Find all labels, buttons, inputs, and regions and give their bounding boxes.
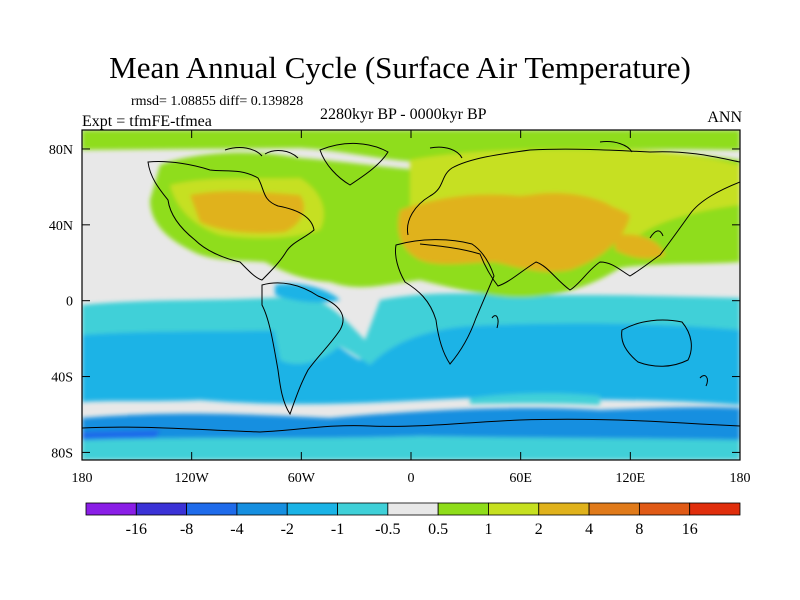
colorbar-swatch bbox=[337, 502, 389, 516]
colorbar-label: 1 bbox=[484, 521, 492, 538]
colorbar-swatch bbox=[638, 502, 691, 516]
colorbar-swatch bbox=[488, 502, 540, 516]
colorbar-label: 2 bbox=[535, 521, 543, 538]
lon-label: 120E bbox=[616, 471, 646, 486]
lat-label: 0 bbox=[66, 295, 73, 310]
coastline-africa bbox=[395, 239, 495, 365]
temperature-field bbox=[82, 130, 740, 460]
coastline-antarctica bbox=[82, 418, 740, 433]
colorbar-swatch bbox=[387, 502, 439, 516]
lon-label: 60E bbox=[509, 471, 532, 486]
lat-label: 80N bbox=[49, 143, 73, 158]
lon-label: 60W bbox=[288, 471, 316, 486]
latitude-labels: 80N 40N 0 40S 80S bbox=[49, 143, 73, 461]
lon-label: 120W bbox=[175, 471, 210, 486]
colorbar-label: -8 bbox=[180, 521, 193, 538]
colorbar-swatch bbox=[689, 502, 741, 516]
coastline-eurasia bbox=[406, 148, 740, 291]
colorbar-swatch bbox=[588, 502, 640, 516]
colorbar-label: 16 bbox=[682, 521, 698, 538]
lon-label: 0 bbox=[408, 471, 415, 486]
longitude-labels: 180 120W 60W 0 60E 120E 180 bbox=[72, 471, 751, 486]
field-band-south-america bbox=[270, 306, 350, 364]
colorbar-swatch bbox=[286, 502, 338, 516]
colorbar-swatch bbox=[437, 502, 489, 516]
colorbar-label: 4 bbox=[585, 521, 593, 538]
colorbar bbox=[85, 502, 741, 516]
colorbar-label: -16 bbox=[126, 521, 147, 538]
field-band-east-asia-warm bbox=[615, 234, 665, 259]
coastline-north-america bbox=[147, 161, 315, 281]
field-band-antarctic-south bbox=[82, 436, 740, 460]
coastline-australia bbox=[621, 319, 692, 367]
coastline-south-america bbox=[261, 282, 344, 416]
colorbar-swatch bbox=[186, 502, 238, 516]
colorbar-swatch bbox=[236, 502, 288, 516]
coastline-japan bbox=[649, 230, 664, 239]
colorbar-label: -4 bbox=[230, 521, 243, 538]
field-band-arctic-north bbox=[82, 130, 740, 162]
colorbar-swatch bbox=[85, 502, 137, 516]
colorbar-label: -2 bbox=[281, 521, 294, 538]
lat-label: 40S bbox=[51, 371, 73, 386]
field-band-subtropical bbox=[82, 293, 740, 365]
lat-label: 80S bbox=[51, 446, 73, 461]
colorbar-label: -1 bbox=[331, 521, 344, 538]
coastline-new-zealand bbox=[699, 375, 708, 387]
lat-label: 40N bbox=[49, 219, 73, 234]
stats-readout: rmsd= 1.08855 diff= 0.139828 bbox=[131, 94, 304, 109]
colorbar-label: -0.5 bbox=[375, 521, 400, 538]
field-band-south-pacific bbox=[470, 393, 600, 405]
colorbar-swatch bbox=[538, 502, 590, 516]
experiment-label: Expt = tfmFE-tfmea bbox=[82, 113, 212, 130]
season-label: ANN bbox=[707, 109, 742, 126]
colorbar-swatch bbox=[135, 502, 188, 516]
colorbar-label: 0.5 bbox=[428, 521, 448, 538]
coastline-northern-islands bbox=[224, 141, 633, 159]
coastline-greenland bbox=[319, 142, 389, 186]
field-band-north-pacific-warm bbox=[530, 193, 610, 219]
period-label: 2280kyr BP - 0000kyr BP bbox=[320, 106, 487, 123]
chart-title: Mean Annual Cycle (Surface Air Temperatu… bbox=[109, 50, 691, 85]
coastlines bbox=[82, 141, 740, 433]
colorbar-label: 8 bbox=[635, 521, 643, 538]
axis-ticks bbox=[81, 130, 741, 460]
colorbar-labels: -16 -8 -4 -2 -1 -0.5 0.5 1 2 4 8 16 bbox=[126, 521, 698, 538]
coastline-madagascar bbox=[491, 315, 499, 329]
lon-label: 180 bbox=[72, 471, 93, 486]
field-band-north-america-warm bbox=[190, 191, 305, 234]
lon-label: 180 bbox=[730, 471, 751, 486]
